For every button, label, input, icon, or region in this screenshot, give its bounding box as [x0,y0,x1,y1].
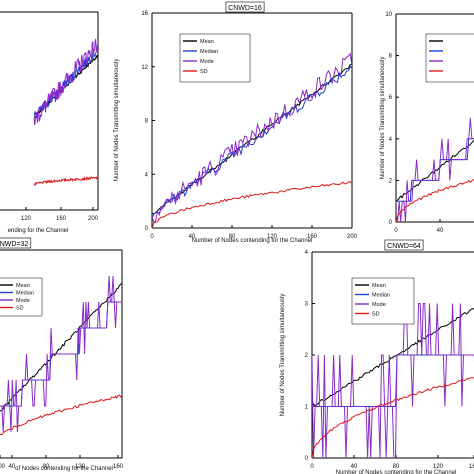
y-tick-label: 8 [145,119,149,125]
x-tick-label: 160 [469,464,474,470]
y-tick-label: 3 [305,302,309,308]
y-axis-label: Number of Nodes Transmitting simultaneou… [280,294,286,417]
x-tick-label: 160 [113,464,124,470]
legend-box [179,33,251,83]
chart-title: CNWD=64 [387,243,421,250]
series-line-mean [396,140,474,203]
legend-label: SD [200,69,208,75]
series-line-mode [33,38,98,126]
legend-label: Mean [200,39,214,45]
y-tick-label: 6 [389,95,393,101]
legend-box [425,33,474,83]
x-tick-label: 120 [75,464,86,470]
x-tick-label: 40 [9,464,16,470]
series-line-mode [152,52,352,224]
series-line-sd [33,175,98,186]
y-tick-label: 0 [145,226,149,232]
legend-label: Mode [372,302,386,308]
series-line-sd [396,178,474,222]
y-tick-label: 4 [305,250,309,256]
plot-area [0,275,122,435]
title-box [225,1,265,13]
legend-label: Mean [372,283,386,289]
legend-label: SD [372,312,380,318]
x-tick-label: 120 [267,234,278,240]
y-tick-label: 4 [145,172,149,178]
x-tick-label: 200 [88,216,99,222]
y-tick-label: 8 [389,54,393,60]
x-axis-label: Number of Nodes contending for the Chann… [336,470,457,474]
title-box [0,237,32,249]
y-tick-label: 16 [141,11,148,17]
x-tick-label: 200 [347,234,358,240]
y-tick-label: 0 [389,220,393,226]
x-tick-label: 0 [150,234,154,240]
legend-label: Mode [16,298,30,304]
x-tick-label: 40 [189,234,196,240]
x-tick-label: 160 [307,234,318,240]
legend-label: Mean [16,283,30,289]
y-tick-label: 2 [305,353,309,359]
y-tick-label: 0 [305,456,309,462]
series-line-median [152,65,352,219]
y-tick-label: 2 [389,178,393,184]
series-line-sd [0,394,122,435]
x-axis-label: of Nodes contending for the Channel [15,466,113,472]
chart-panel: 0 40 80 120 160 0 1 2 3 4 CNWD=64 Number of Nodes c… [280,239,474,474]
series-line-mode [312,303,474,458]
x-tick-label: 40 [437,228,444,234]
plot-area [312,303,474,458]
x-tick-label: 120 [433,464,444,470]
x-tick-label: 120 [21,216,32,222]
legend-label: Median [200,49,218,55]
y-tick-label: 10 [385,12,392,18]
x-tick-label: 80 [43,464,50,470]
plot-area [152,52,352,228]
chart-title: NWD=32 [0,241,28,248]
x-tick-label: 80 [229,234,236,240]
x-tick-label: 160 [56,216,67,222]
legend-label: Median [372,293,390,299]
x-axis-label: ending for the Channel [8,228,69,234]
series-line-sd [312,377,474,458]
chart-panel: 40 80 120 160 200 NWD=32 of Nodes contending f… [0,237,124,472]
legend-label: Mode [200,59,214,65]
series-line-mode [396,117,474,222]
series-line-mode [0,275,122,433]
plot-area [396,117,474,222]
legend-label: Median [16,291,34,297]
series-line-median [0,301,122,407]
x-tick-label: 0 [310,464,314,470]
x-tick-label: 200 [0,464,6,470]
y-axis-label: Number of Nodes Transmitting simultaneou… [380,57,386,180]
legend-label: SD [16,306,24,312]
y-tick-label: 1 [305,405,309,411]
y-axis-label: Number of Nodes Transmitting simultaneou… [114,59,120,182]
y-tick-label: 12 [141,65,148,71]
series-line-median [312,354,474,407]
y-tick-label: 4 [389,137,393,143]
title-box [384,239,424,251]
chart-title: CNWD=16 [228,5,262,12]
x-axis-label: Number of Nodes contending for the Chann… [192,238,313,244]
chart-panel: 0 40 80 120 160 200 0 4 8 12 16 CNWD=16 Number of No… [114,1,358,244]
series-line-sd [152,181,352,228]
x-tick-label: 80 [393,464,400,470]
chart-panel: 120 160 200 ending for the Channel [0,11,99,234]
x-tick-label: 40 [351,464,358,470]
plot-area [33,38,98,186]
chart-panel: 0 40 0 2 4 6 8 10 Number of Nodes Transmitting s… [380,12,474,234]
x-tick-label: 0 [394,228,398,234]
